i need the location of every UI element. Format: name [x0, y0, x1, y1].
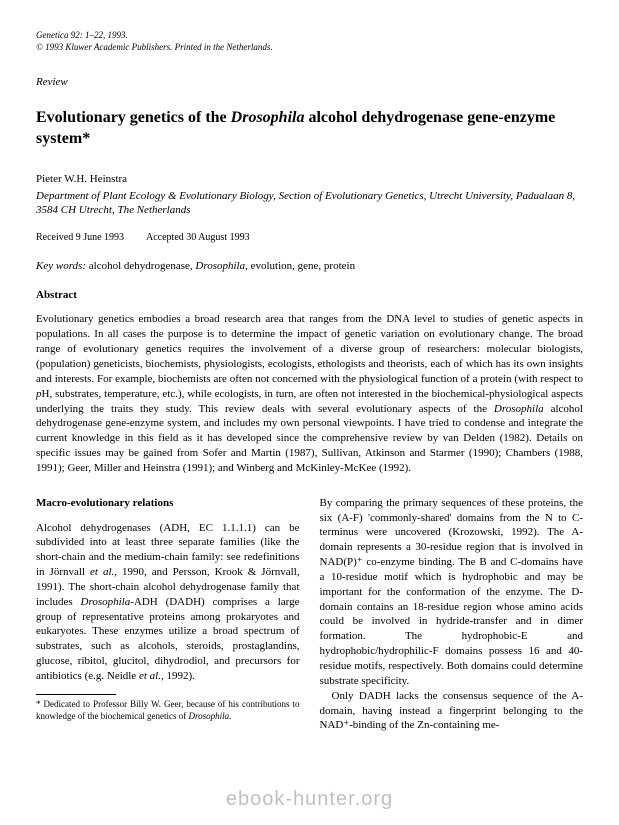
keywords-p1: alcohol dehydrogenase,	[86, 260, 195, 272]
left-para-1: Alcohol dehydrogenases (ADH, EC 1.1.1.1)…	[36, 521, 300, 684]
body-columns: Macro-evolutionary relations Alcohol deh…	[36, 496, 583, 734]
review-label: Review	[36, 75, 583, 90]
footnote: * Dedicated to Professor Billy W. Geer, …	[36, 699, 300, 722]
footnote-divider	[36, 694, 116, 695]
fn-p2: Drosophila	[188, 711, 229, 721]
lc-p1f: et al.	[139, 670, 161, 682]
right-para-2: Only DADH lacks the consensus sequence o…	[320, 689, 584, 734]
journal-copyright: © 1993 Kluwer Academic Publishers. Print…	[36, 42, 583, 54]
author-name: Pieter W.H. Heinstra	[36, 172, 583, 187]
fn-p3: .	[229, 711, 231, 721]
keywords-p2: , evolution, gene, protein	[245, 260, 355, 272]
section-heading-macro: Macro-evolutionary relations	[36, 496, 300, 511]
abstract-heading: Abstract	[36, 288, 583, 303]
keywords-italic: Drosophila	[195, 260, 245, 272]
abstract-s1: Evolutionary genetics embodies a broad r…	[36, 313, 583, 384]
accepted-date: Accepted 30 August 1993	[146, 232, 250, 243]
title-italic: Drosophila	[231, 109, 305, 126]
keywords-label: Key words:	[36, 260, 86, 272]
fn-p1: * Dedicated to Professor Billy W. Geer, …	[36, 699, 300, 721]
author-affiliation: Department of Plant Ecology & Evolutiona…	[36, 189, 583, 218]
received-date: Received 9 June 1993	[36, 232, 124, 243]
title-pre: Evolutionary genetics of the	[36, 109, 231, 126]
left-column: Macro-evolutionary relations Alcohol deh…	[36, 496, 300, 734]
article-title: Evolutionary genetics of the Drosophila …	[36, 108, 583, 150]
journal-header: Genetica 92: 1–22, 1993. © 1993 Kluwer A…	[36, 30, 583, 53]
right-column: By comparing the primary sequences of th…	[320, 496, 584, 734]
journal-citation: Genetica 92: 1–22, 1993.	[36, 30, 583, 42]
abstract-s4: Drosophila	[494, 403, 544, 415]
watermark: ebook-hunter.org	[0, 786, 619, 813]
abstract-text: Evolutionary genetics embodies a broad r…	[36, 312, 583, 475]
lc-p1b: et al.	[90, 566, 114, 578]
right-para-1: By comparing the primary sequences of th…	[320, 496, 584, 689]
lc-p1d: Drosophila	[81, 596, 131, 608]
article-dates: Received 9 June 1993 Accepted 30 August …	[36, 231, 583, 245]
lc-p1g: , 1992).	[161, 670, 195, 682]
keywords: Key words: alcohol dehydrogenase, Drosop…	[36, 259, 583, 274]
